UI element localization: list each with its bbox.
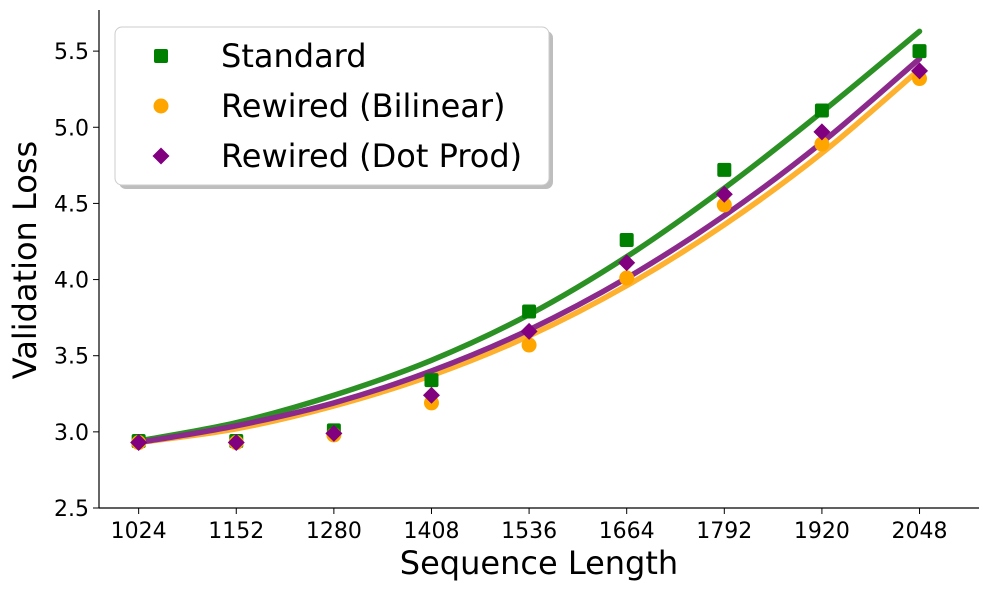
data-point bbox=[619, 270, 635, 286]
data-point bbox=[813, 123, 831, 141]
y-ticks: 2.5 3.0 3.5 4.0 4.5 5.0 5.5 bbox=[54, 40, 99, 522]
x-tick-label: 1664 bbox=[599, 519, 655, 544]
data-point bbox=[522, 304, 537, 319]
data-point bbox=[325, 424, 343, 442]
data-point bbox=[716, 197, 732, 213]
legend-marker bbox=[154, 49, 168, 63]
x-tick-label: 1280 bbox=[306, 519, 362, 544]
y-tick-label: 4.0 bbox=[54, 269, 89, 294]
data-points bbox=[130, 44, 929, 452]
data-point bbox=[911, 62, 929, 80]
data-point bbox=[814, 103, 829, 118]
y-tick-label: 3.5 bbox=[54, 345, 89, 370]
y-tick-label: 3.0 bbox=[54, 421, 89, 446]
x-tick-label: 1536 bbox=[501, 519, 557, 544]
data-point bbox=[130, 434, 148, 452]
y-tick-label: 5.5 bbox=[54, 40, 89, 65]
data-point bbox=[424, 373, 439, 388]
legend-label: Rewired (Bilinear) bbox=[221, 87, 506, 125]
y-tick-label: 2.5 bbox=[54, 497, 89, 522]
legend-label: Rewired (Dot Prod) bbox=[221, 137, 522, 175]
legend-marker bbox=[153, 98, 169, 114]
data-point bbox=[717, 162, 732, 177]
y-axis-title: Validation Loss bbox=[6, 141, 44, 379]
x-tick-label: 1792 bbox=[696, 519, 752, 544]
x-axis-title: Sequence Length bbox=[400, 544, 678, 582]
x-tick-label: 1024 bbox=[111, 519, 167, 544]
legend-box bbox=[114, 26, 550, 186]
x-tick-label: 1152 bbox=[208, 519, 264, 544]
legend-label: Standard bbox=[221, 37, 367, 75]
y-tick-label: 5.0 bbox=[54, 116, 89, 141]
data-point bbox=[227, 434, 245, 452]
data-point bbox=[422, 386, 440, 404]
data-point bbox=[520, 322, 538, 340]
legend: Standard Rewired (Bilinear) Rewired (Dot P… bbox=[114, 26, 553, 189]
axes bbox=[98, 10, 979, 509]
data-point bbox=[814, 136, 830, 152]
data-point bbox=[715, 185, 733, 203]
data-point bbox=[619, 232, 634, 247]
x-tick-label: 2048 bbox=[892, 519, 948, 544]
y-tick-label: 4.5 bbox=[54, 192, 89, 217]
x-tick-label: 1920 bbox=[794, 519, 850, 544]
data-point bbox=[912, 44, 927, 59]
x-ticks: 1024 1152 1280 1408 1536 1664 1792 1920 2048 bbox=[111, 508, 948, 544]
data-point bbox=[618, 254, 636, 272]
legend-marker bbox=[152, 147, 170, 165]
x-tick-label: 1408 bbox=[403, 519, 459, 544]
data-point bbox=[521, 337, 537, 353]
